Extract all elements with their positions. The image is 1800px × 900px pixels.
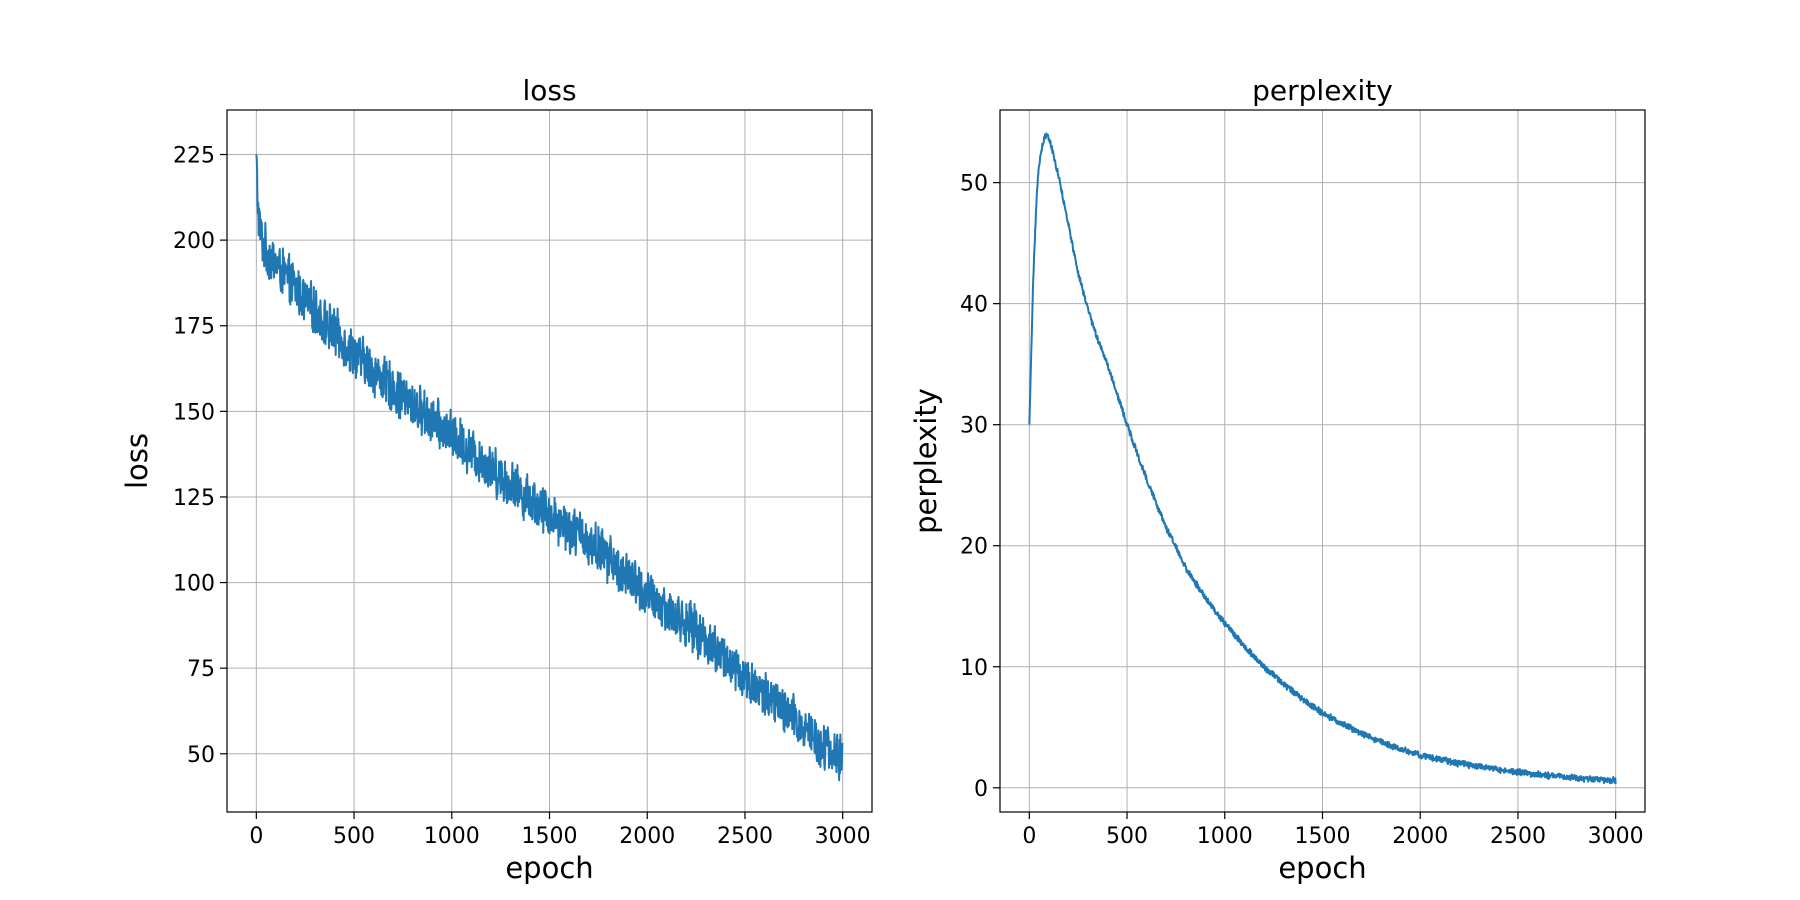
perplexity-y-tick-label: 0 [974, 777, 988, 802]
loss-y-tick-label: 50 [187, 743, 215, 768]
perplexity-x-tick-label: 0 [1022, 824, 1036, 849]
perplexity-x-tick-label: 2500 [1490, 824, 1546, 849]
perplexity-y-tick-label: 40 [960, 293, 988, 318]
perplexity-x-tick-label: 1000 [1197, 824, 1253, 849]
perplexity-xlabel: epoch [1278, 851, 1366, 885]
loss-y-tick-label: 75 [187, 657, 215, 682]
loss-x-tick-label: 1000 [424, 824, 480, 849]
perplexity-y-tick-label: 20 [960, 535, 988, 560]
loss-ylabel: loss [120, 433, 154, 489]
loss-y-tick-label: 150 [173, 400, 215, 425]
loss-x-tick-label: 2500 [717, 824, 773, 849]
perplexity-panel: 0 500 1000 1500 2000 2500 3000 0 10 20 30 40 50 perp… [909, 74, 1646, 885]
perplexity-ticks: 0 500 1000 1500 2000 2500 3000 0 10 20 30 40 50 [960, 172, 1644, 849]
perplexity-title: perplexity [1252, 74, 1393, 107]
loss-grid [227, 110, 872, 812]
perplexity-line-layer [1028, 132, 1617, 785]
perplexity-x-tick-label: 1500 [1295, 824, 1351, 849]
loss-x-tick-label: 3000 [815, 824, 871, 849]
loss-y-tick-label: 100 [173, 572, 215, 597]
loss-x-tick-label: 1500 [522, 824, 578, 849]
perplexity-series-line [1028, 132, 1617, 785]
loss-panel: 0 500 1000 1500 2000 2500 3000 50 75 100 125 150 175… [120, 74, 873, 885]
loss-y-tick-label: 225 [173, 144, 215, 169]
loss-xlabel: epoch [505, 851, 593, 885]
loss-title: loss [522, 74, 576, 107]
perplexity-x-tick-label: 3000 [1588, 824, 1644, 849]
loss-y-tick-label: 125 [173, 486, 215, 511]
perplexity-y-tick-label: 30 [960, 414, 988, 439]
perplexity-y-tick-label: 50 [960, 172, 988, 197]
loss-x-tick-label: 0 [249, 824, 263, 849]
perplexity-x-tick-label: 500 [1106, 824, 1148, 849]
loss-series-line [255, 154, 844, 782]
loss-y-tick-label: 200 [173, 229, 215, 254]
loss-x-tick-label: 500 [333, 824, 375, 849]
perplexity-y-tick-label: 10 [960, 656, 988, 681]
loss-y-tick-label: 175 [173, 315, 215, 340]
loss-ticks: 0 500 1000 1500 2000 2500 3000 50 75 100 125 150 175… [173, 144, 871, 849]
perplexity-x-tick-label: 2000 [1392, 824, 1448, 849]
perplexity-ylabel: perplexity [909, 388, 943, 534]
loss-x-tick-label: 2000 [619, 824, 675, 849]
loss-line-layer [255, 154, 844, 782]
perplexity-grid [1000, 110, 1645, 812]
